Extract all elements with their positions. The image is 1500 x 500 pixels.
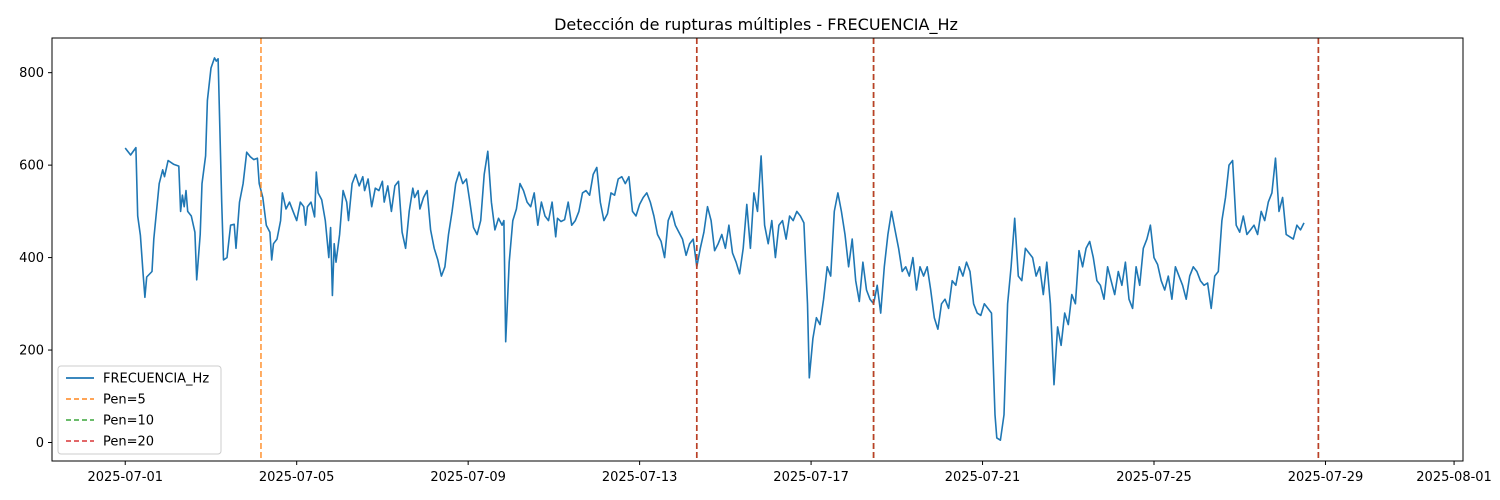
- plot-frame: [52, 38, 1463, 461]
- x-tick-label-3: 2025-07-13: [602, 470, 678, 485]
- y-tick-label-2: 400: [19, 251, 44, 266]
- legend-label-pen-5: Pen=5: [103, 393, 146, 408]
- series-line-frecuencia-hz: [125, 58, 1304, 440]
- y-tick-label-3: 600: [19, 159, 44, 174]
- y-tick-label-4: 800: [19, 66, 44, 81]
- y-tick-label-1: 200: [19, 344, 44, 359]
- x-tick-label-5: 2025-07-21: [945, 470, 1021, 485]
- x-tick-label-2: 2025-07-09: [430, 470, 506, 485]
- x-tick-label-6: 2025-07-25: [1116, 470, 1192, 485]
- legend-label-pen-10: Pen=10: [103, 414, 154, 429]
- legend: FRECUENCIA_Hz Pen=5 Pen=10 Pen=20: [58, 366, 221, 454]
- legend-label-frecuencia-hz: FRECUENCIA_Hz: [103, 372, 209, 387]
- chart-title: Detección de rupturas múltiples - FRECUE…: [554, 15, 958, 35]
- x-tick-label-8: 2025-08-01: [1416, 470, 1492, 485]
- x-axis: 2025-07-01 2025-07-05 2025-07-09 2025-07-13…: [87, 461, 1491, 485]
- x-tick-label-0: 2025-07-01: [87, 470, 163, 485]
- x-tick-label-7: 2025-07-29: [1288, 470, 1364, 485]
- plot-marks: [125, 38, 1318, 461]
- y-axis: 0 200 400 600 800: [19, 66, 52, 451]
- x-tick-label-4: 2025-07-17: [773, 470, 849, 485]
- legend-label-pen-20: Pen=20: [103, 435, 154, 450]
- y-tick-label-0: 0: [36, 436, 44, 451]
- x-tick-label-1: 2025-07-05: [259, 470, 335, 485]
